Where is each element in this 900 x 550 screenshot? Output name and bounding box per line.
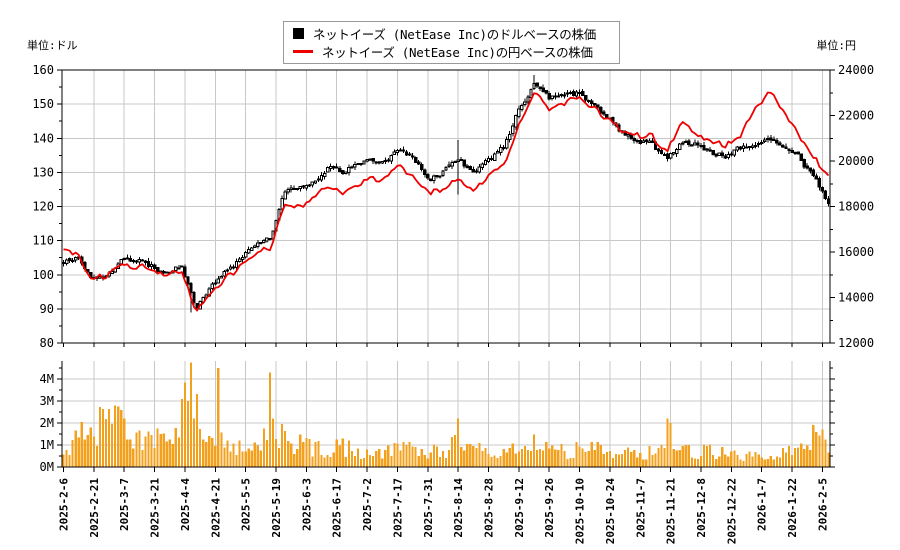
left-axis-tick-label: 100 <box>32 268 54 282</box>
candlestick-series <box>61 75 831 313</box>
right-axis-tick-label: 24000 <box>838 63 874 77</box>
volume-axis-tick-label: 3M <box>40 394 54 408</box>
legend-box: ネットイーズ (NetEase Inc)のドルベースの株価 ネットイーズ (Ne… <box>283 21 620 64</box>
x-axis-date-label: 2025-11-21 <box>665 478 678 545</box>
x-axis-date-label: 2025-9-12 <box>513 478 526 538</box>
left-axis-tick-label: 120 <box>32 200 54 214</box>
volume-axis-tick-label: 1M <box>40 438 54 452</box>
left-axis-tick-label: 80 <box>40 336 54 350</box>
axes-and-ticks <box>57 69 835 472</box>
legend-item-jpy: ネットイーズ (NetEase Inc)の円ベースの株価 <box>293 43 619 61</box>
right-axis-tick-label: 12000 <box>838 336 874 350</box>
x-axis-date-label: 2026-1-22 <box>786 478 799 538</box>
left-axis-tick-label: 130 <box>32 165 54 179</box>
legend-item-usd: ネットイーズ (NetEase Inc)のドルベースの株価 <box>293 24 619 42</box>
right-axis-tick-label: 22000 <box>838 109 874 123</box>
red-line-marker-icon <box>293 50 313 54</box>
volume-axis-tick-label: 0M <box>40 460 54 474</box>
gridlines <box>62 70 830 467</box>
x-axis-date-label: 2025-7-2 <box>361 478 374 531</box>
left-axis-tick-label: 90 <box>40 302 54 316</box>
legend-label-usd: ネットイーズ (NetEase Inc)のドルベースの株価 <box>313 26 596 42</box>
x-axis-date-label: 2025-2-6 <box>58 478 71 531</box>
x-axis-date-label: 2026-2-5 <box>816 478 829 531</box>
x-axis-date-label: 2025-11-7 <box>634 478 647 538</box>
x-axis-date-label: 2025-12-8 <box>695 478 708 538</box>
x-axis-date-label: 2025-8-14 <box>452 478 465 538</box>
x-axis-date-label: 2025-4-4 <box>179 478 192 531</box>
left-axis-tick-label: 160 <box>32 63 54 77</box>
right-axis-tick-label: 18000 <box>838 200 874 214</box>
left-axis-tick-label: 110 <box>32 234 54 248</box>
x-axis-date-label: 2025-12-22 <box>725 478 738 544</box>
right-axis-tick-label: 20000 <box>838 154 874 168</box>
x-axis-date-label: 2025-10-10 <box>574 478 587 544</box>
x-axis-date-label: 2025-4-21 <box>209 478 222 538</box>
x-axis-date-label: 2025-7-17 <box>391 478 404 538</box>
black-square-marker-icon <box>293 27 304 39</box>
candle-wicks <box>63 75 829 313</box>
x-axis-date-label: 2025-8-28 <box>483 478 496 538</box>
x-axis-date-label: 2025-3-21 <box>149 478 162 538</box>
legend-label-jpy: ネットイーズ (NetEase Inc)の円ベースの株価 <box>322 45 593 61</box>
x-axis-date-label: 2025-7-31 <box>422 478 435 538</box>
yen-price-line <box>63 91 830 312</box>
x-axis-date-label: 2025-6-3 <box>300 478 313 531</box>
down-candles <box>61 82 831 309</box>
left-axis-tick-label: 140 <box>32 131 54 145</box>
x-axis-date-label: 2025-5-5 <box>240 478 253 531</box>
volume-axis-tick-label: 2M <box>40 416 54 430</box>
x-axis-date-label: 2025-3-7 <box>118 478 131 531</box>
x-axis-date-label: 2025-6-17 <box>331 478 344 538</box>
x-axis-date-label: 2025-2-21 <box>88 478 101 538</box>
right-axis-tick-label: 16000 <box>838 245 874 259</box>
left-axis-tick-label: 150 <box>32 97 54 111</box>
volume-bars <box>62 362 830 467</box>
left-axis-unit-label: 単位:ドル <box>27 39 78 52</box>
x-axis-date-label: 2025-10-24 <box>604 478 617 545</box>
right-axis-tick-label: 14000 <box>838 291 874 305</box>
x-axis-date-label: 2025-5-19 <box>270 478 283 538</box>
x-axis-date-label: 2025-9-26 <box>543 478 556 538</box>
right-axis-unit-label: 単位:円 <box>816 39 856 52</box>
volume-axis-tick-label: 4M <box>40 372 54 386</box>
x-axis-date-label: 2026-1-7 <box>756 478 769 531</box>
